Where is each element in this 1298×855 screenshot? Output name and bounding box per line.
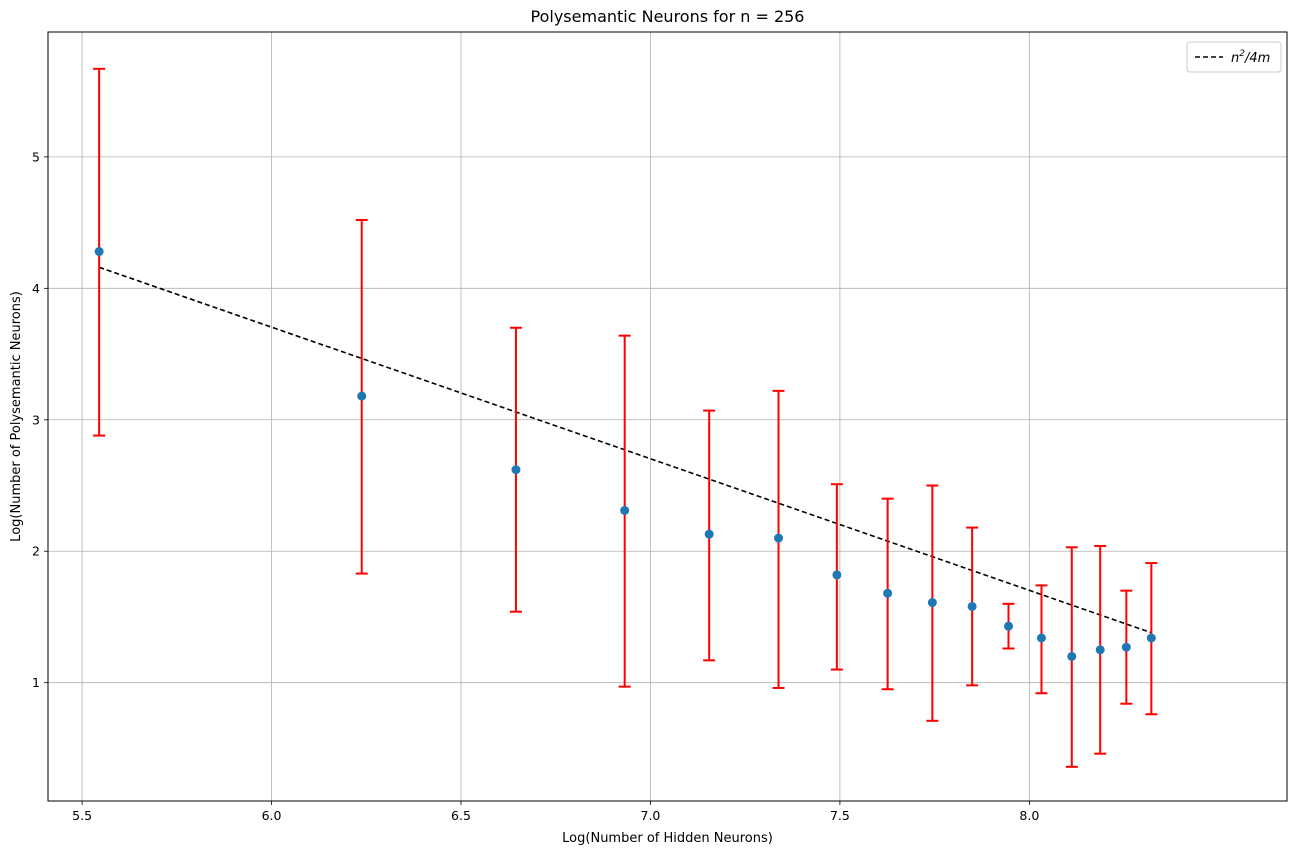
legend-box	[1186, 41, 1282, 73]
y-tick-label: 2	[32, 544, 40, 559]
data-point	[1146, 633, 1156, 643]
y-tick-label: 3	[32, 412, 40, 427]
data-point	[883, 588, 893, 598]
data-point	[774, 533, 784, 543]
data-point	[1036, 633, 1046, 643]
data-point	[1121, 642, 1131, 652]
y-axis-ticks: 1 2 3 4 5	[32, 149, 48, 690]
x-tick-label: 7.5	[830, 808, 850, 823]
data-point	[1095, 645, 1105, 655]
data-point	[967, 601, 977, 611]
data-point	[357, 391, 367, 401]
data-point	[704, 529, 714, 539]
data-point	[511, 465, 521, 475]
legend-entry-base: n	[1231, 51, 1239, 66]
plot-frame	[47, 31, 1288, 802]
data-point	[1067, 651, 1077, 661]
x-tick-label: 5.5	[72, 808, 92, 823]
x-axis-ticks: 5.5 6.0 6.5 7.0 7.5 8.0	[72, 801, 1039, 823]
data-point	[832, 570, 842, 580]
errorbar-layer	[93, 67, 1158, 768]
data-point	[1004, 621, 1014, 631]
data-point	[94, 247, 104, 257]
data-point	[927, 598, 937, 608]
grid-lines	[48, 32, 1287, 801]
y-tick-label: 5	[32, 149, 40, 164]
data-point	[620, 505, 630, 515]
chart-title: Polysemantic Neurons for n = 256	[531, 7, 805, 26]
x-tick-label: 8.0	[1019, 808, 1039, 823]
x-axis-label: Log(Number of Hidden Neurons)	[562, 831, 773, 846]
x-tick-label: 6.5	[451, 808, 471, 823]
legend-entry-label: n2/4m	[1231, 49, 1270, 66]
legend-entry-superscript: 2	[1239, 49, 1245, 59]
y-tick-label: 4	[32, 281, 40, 296]
y-axis-label: Log(Number of Polysemantic Neurons)	[9, 291, 24, 542]
x-tick-label: 6.0	[262, 808, 282, 823]
legend: n2/4m	[1186, 41, 1282, 73]
legend-entry-rest: /4m	[1244, 51, 1270, 66]
y-tick-label: 1	[32, 675, 40, 690]
x-tick-label: 7.0	[641, 808, 661, 823]
data-point-layer	[94, 247, 1156, 661]
